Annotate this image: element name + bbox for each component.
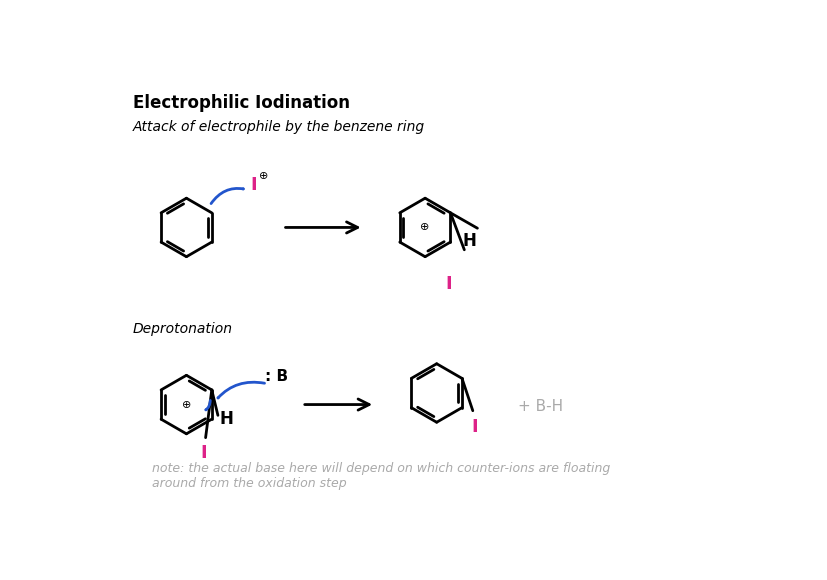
Text: H: H xyxy=(461,233,476,251)
Text: ⊕: ⊕ xyxy=(420,223,429,233)
Text: + B-H: + B-H xyxy=(517,400,562,414)
Text: H: H xyxy=(219,410,233,428)
Text: : B: : B xyxy=(265,368,288,383)
Text: ⊕: ⊕ xyxy=(181,400,191,409)
Text: Deprotonation: Deprotonation xyxy=(132,322,232,336)
FancyArrowPatch shape xyxy=(218,382,265,398)
Text: Attack of electrophile by the benzene ring: Attack of electrophile by the benzene ri… xyxy=(132,119,424,133)
Text: I: I xyxy=(250,176,256,194)
Text: ⊕: ⊕ xyxy=(258,171,268,181)
Text: note: the actual base here will depend on which counter-ions are floating
around: note: the actual base here will depend o… xyxy=(151,462,609,490)
Text: I: I xyxy=(444,275,451,293)
Text: I: I xyxy=(471,418,477,436)
FancyArrowPatch shape xyxy=(206,400,210,410)
Text: I: I xyxy=(200,444,207,462)
FancyArrowPatch shape xyxy=(211,188,243,204)
Text: Electrophilic Iodination: Electrophilic Iodination xyxy=(132,94,349,113)
